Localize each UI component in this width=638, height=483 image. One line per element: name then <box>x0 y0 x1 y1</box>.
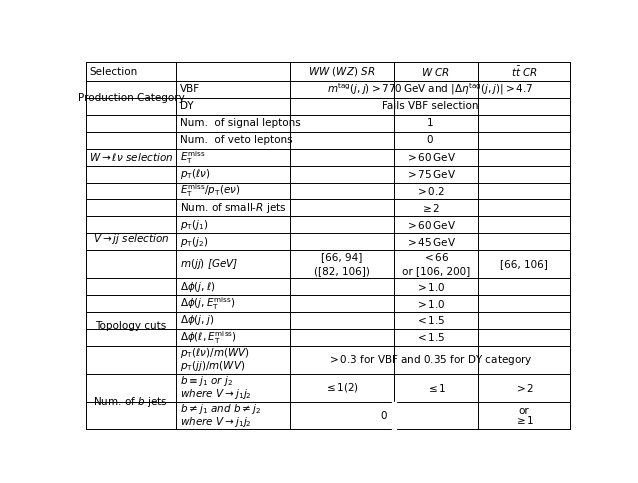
Text: $> 1.0$: $> 1.0$ <box>415 281 445 293</box>
Text: $\leq 1$: $\leq 1$ <box>426 382 446 394</box>
Text: $> 0.2$: $> 0.2$ <box>415 185 445 197</box>
Text: Topology cuts: Topology cuts <box>95 321 167 331</box>
Text: $p_{\rm T}(\ell\nu)$: $p_{\rm T}(\ell\nu)$ <box>180 167 210 181</box>
Text: Num.  of veto leptons: Num. of veto leptons <box>180 135 292 145</box>
Text: Fails VBF selection: Fails VBF selection <box>382 101 478 112</box>
Text: Num.  of signal leptons: Num. of signal leptons <box>180 118 300 128</box>
Text: where $V \rightarrow j_1 j_2$: where $V \rightarrow j_1 j_2$ <box>180 387 251 401</box>
Text: Num. of $b$-jets: Num. of $b$-jets <box>93 395 168 409</box>
Text: $V \rightarrow jj$ selection: $V \rightarrow jj$ selection <box>93 232 169 246</box>
Text: [66, 106]: [66, 106] <box>500 259 548 269</box>
Text: $\geq 1$: $\geq 1$ <box>514 414 534 426</box>
Text: where $V \rightarrow j_1 j_2$: where $V \rightarrow j_1 j_2$ <box>180 415 251 429</box>
Text: $> 75\,{\rm GeV}$: $> 75\,{\rm GeV}$ <box>404 168 456 180</box>
Text: Num. of small-$R$ jets: Num. of small-$R$ jets <box>180 201 286 215</box>
Text: $W \rightarrow \ell\nu$ selection: $W \rightarrow \ell\nu$ selection <box>89 151 173 163</box>
Text: $p_{\rm T}(jj)/m(WV)$: $p_{\rm T}(jj)/m(WV)$ <box>180 359 245 373</box>
Text: $W$ CR: $W$ CR <box>421 66 450 78</box>
Text: $< 1.5$: $< 1.5$ <box>415 314 445 327</box>
Text: $> 60\,{\rm GeV}$: $> 60\,{\rm GeV}$ <box>404 219 456 231</box>
Text: or [106, 200]: or [106, 200] <box>402 266 470 276</box>
Text: $b \equiv j_1$ or $j_2$: $b \equiv j_1$ or $j_2$ <box>180 374 233 388</box>
Text: $p_{\rm T}(j_1)$: $p_{\rm T}(j_1)$ <box>180 218 208 232</box>
Text: $> 45\,{\rm GeV}$: $> 45\,{\rm GeV}$ <box>404 236 456 248</box>
Text: 0: 0 <box>381 411 387 421</box>
Text: 0: 0 <box>427 135 433 145</box>
Text: $< 66$: $< 66$ <box>422 251 449 263</box>
Text: $\geq 2$: $\geq 2$ <box>420 202 440 214</box>
Text: $p_{\rm T}(\ell\nu)/m(WV)$: $p_{\rm T}(\ell\nu)/m(WV)$ <box>180 346 249 360</box>
Text: $WW$ $(WZ)$ SR: $WW$ $(WZ)$ SR <box>308 65 376 78</box>
Text: $> 1.0$: $> 1.0$ <box>415 298 445 310</box>
Text: $> 2$: $> 2$ <box>514 382 534 394</box>
Text: $\Delta\phi(\ell, E_{\rm T}^{\rm miss})$: $\Delta\phi(\ell, E_{\rm T}^{\rm miss})$ <box>180 329 237 346</box>
Text: $\leq 1(2)$: $\leq 1(2)$ <box>324 381 359 394</box>
Text: VBF: VBF <box>180 85 200 95</box>
Text: $t\bar{t}$ CR: $t\bar{t}$ CR <box>510 65 537 79</box>
Text: ([82, 106]): ([82, 106]) <box>314 266 370 276</box>
Text: $m^{\rm tag}(j,j) > 770\,{\rm GeV}$ and $|\Delta\eta^{\rm tag}(j,j)| > 4.7$: $m^{\rm tag}(j,j) > 770\,{\rm GeV}$ and … <box>327 82 533 98</box>
Text: $\Delta\phi(j, E_{\rm T}^{\rm miss})$: $\Delta\phi(j, E_{\rm T}^{\rm miss})$ <box>180 295 235 312</box>
Text: $m(jj)$ [GeV]: $m(jj)$ [GeV] <box>180 257 238 271</box>
Text: or: or <box>519 406 530 416</box>
Text: $b \neq j_1$ and $b \neq j_2$: $b \neq j_1$ and $b \neq j_2$ <box>180 402 261 416</box>
Text: Selection: Selection <box>89 67 137 77</box>
Text: Production Category: Production Category <box>78 93 184 103</box>
Text: $p_{\rm T}(j_2)$: $p_{\rm T}(j_2)$ <box>180 235 208 249</box>
Text: $< 1.5$: $< 1.5$ <box>415 331 445 343</box>
Text: [66, 94]: [66, 94] <box>321 252 362 262</box>
Bar <box>392 402 396 429</box>
Text: DY: DY <box>180 101 193 112</box>
Text: $E_{\rm T}^{\rm miss}$: $E_{\rm T}^{\rm miss}$ <box>180 149 205 166</box>
Text: 1: 1 <box>427 118 433 128</box>
Text: $\Delta\phi(j, \ell)$: $\Delta\phi(j, \ell)$ <box>180 280 215 294</box>
Text: $> 0.3$ for VBF and $0.35$ for DY category: $> 0.3$ for VBF and $0.35$ for DY catego… <box>327 353 533 367</box>
Text: $> 60\,{\rm GeV}$: $> 60\,{\rm GeV}$ <box>404 151 456 163</box>
Text: $\Delta\phi(j, j)$: $\Delta\phi(j, j)$ <box>180 313 214 327</box>
Text: $E_{\rm T}^{\rm miss}/p_{\rm T}(e\nu)$: $E_{\rm T}^{\rm miss}/p_{\rm T}(e\nu)$ <box>180 183 240 199</box>
